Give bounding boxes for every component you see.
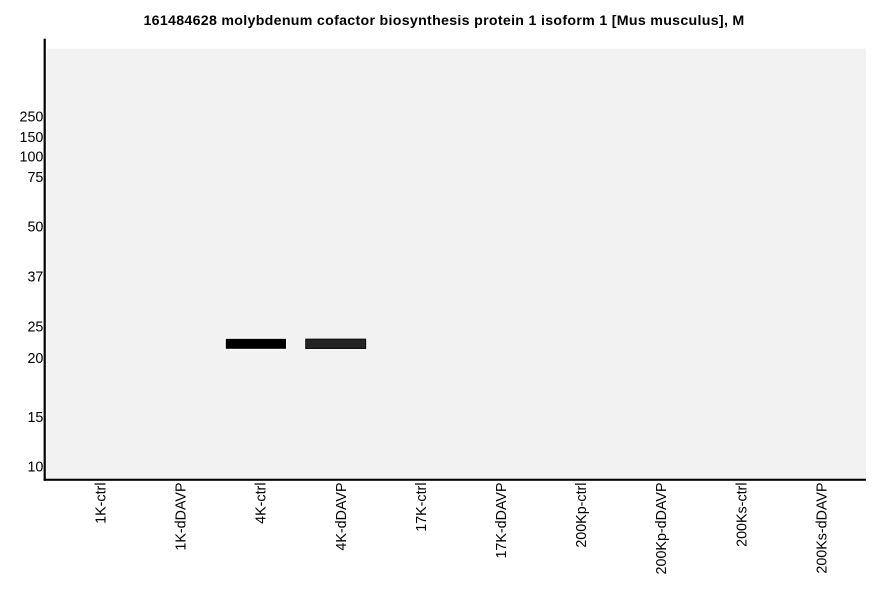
svg-text:1K-dDAVP: 1K-dDAVP — [174, 483, 190, 551]
svg-text:25: 25 — [27, 320, 43, 336]
svg-text:75: 75 — [27, 170, 43, 186]
svg-text:37: 37 — [27, 270, 43, 286]
svg-text:200Kp-ctrl: 200Kp-ctrl — [574, 483, 590, 548]
svg-text:161484628 molybdenum cofactor: 161484628 molybdenum cofactor biosynthes… — [143, 13, 744, 29]
svg-text:200Ks-ctrl: 200Ks-ctrl — [734, 483, 750, 547]
svg-text:10: 10 — [27, 460, 43, 476]
svg-text:200Kp-dDAVP: 200Kp-dDAVP — [654, 483, 670, 575]
svg-text:4K-dDAVP: 4K-dDAVP — [334, 483, 350, 551]
svg-text:100: 100 — [20, 150, 44, 166]
svg-text:4K-ctrl: 4K-ctrl — [254, 483, 270, 524]
svg-text:200Ks-dDAVP: 200Ks-dDAVP — [814, 483, 830, 574]
svg-text:250: 250 — [20, 110, 44, 126]
svg-text:15: 15 — [27, 410, 43, 426]
svg-text:20: 20 — [27, 351, 43, 367]
svg-text:1K-ctrl: 1K-ctrl — [94, 483, 110, 524]
svg-text:50: 50 — [27, 220, 43, 236]
svg-text:150: 150 — [20, 130, 44, 146]
svg-text:17K-ctrl: 17K-ctrl — [414, 483, 430, 532]
svg-text:17K-dDAVP: 17K-dDAVP — [494, 483, 510, 559]
